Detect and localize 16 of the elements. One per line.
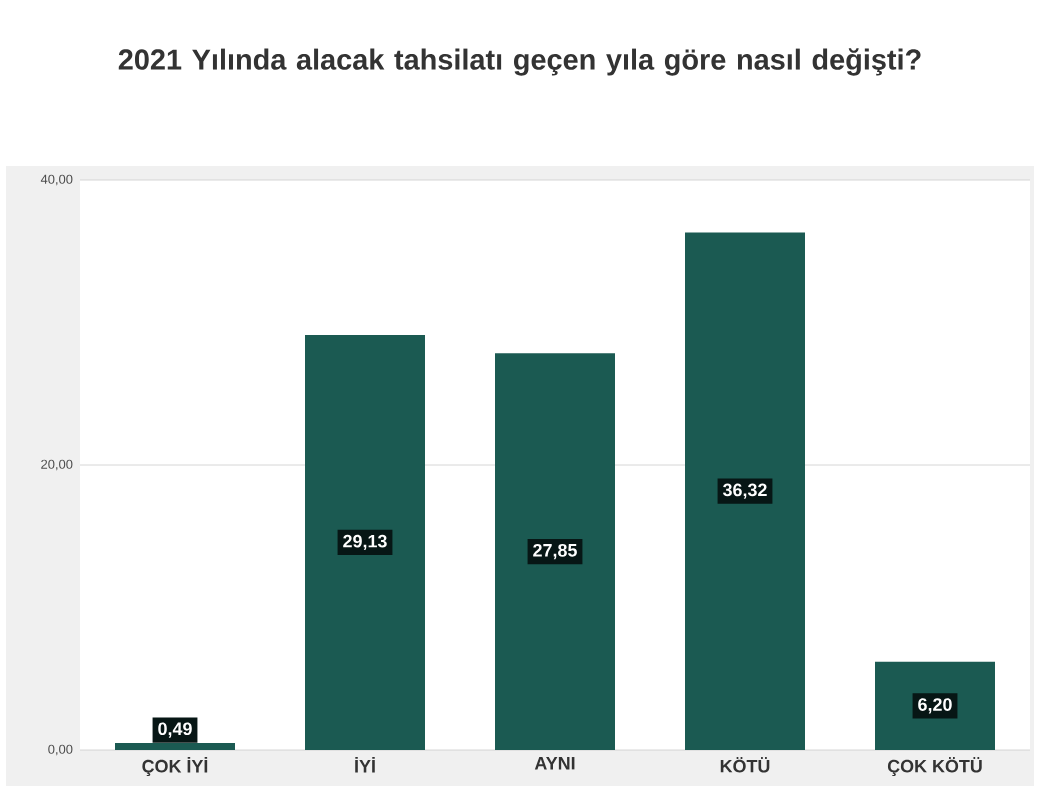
bar [305,334,425,750]
data-label: 0,49 [158,722,192,738]
bar [115,743,235,750]
x-tick-label: AYNI [534,757,575,770]
bar [875,661,995,750]
bar [495,353,615,750]
x-tick-label: İYİ [355,757,375,773]
bar [685,232,805,750]
data-label: 6,20 [918,698,952,714]
x-tick-label: ÇOK İYİ [142,757,208,777]
data-label: 36,32 [722,483,767,499]
x-tick-label: ÇOK KÖTÜ [887,757,982,777]
chart-title: 2021 Yılında alacak tahsilatı geçen yıla göre nasıl değişti? [118,48,921,76]
x-tick-label: KÖTÜ [720,757,770,773]
data-label: 27,85 [533,543,577,560]
data-label: 29,13 [343,534,387,551]
